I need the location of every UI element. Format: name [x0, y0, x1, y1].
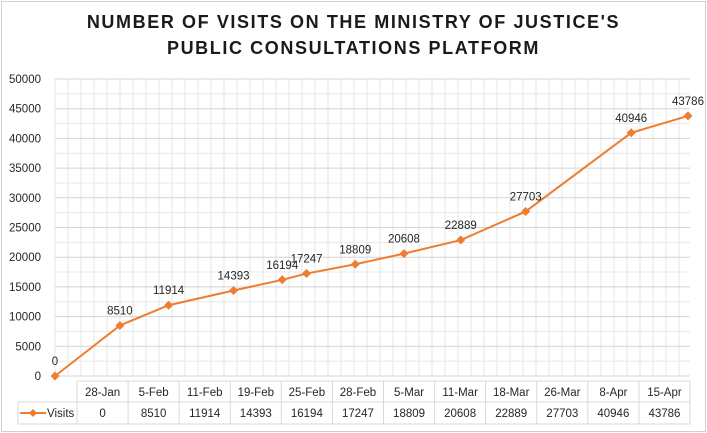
data-point-marker — [50, 371, 60, 381]
data-point-marker — [683, 111, 693, 121]
y-tick-label: 5000 — [15, 341, 41, 353]
y-tick-label: 0 — [35, 371, 41, 383]
legend-marker-visits — [29, 409, 37, 417]
data-point-marker — [350, 259, 360, 269]
data-label: 20608 — [388, 234, 420, 246]
table-header-cell: 26-Mar — [544, 387, 581, 399]
data-point-marker — [399, 249, 409, 259]
data-label: 16194 — [266, 260, 299, 272]
table-value-cell: 40946 — [597, 408, 629, 420]
chart-title-line-2: PUBLIC CONSULTATIONS PLATFORM — [166, 38, 541, 58]
table-header-cell: 11-Mar — [442, 387, 478, 399]
y-tick-label: 30000 — [9, 193, 41, 205]
y-tick-label: 10000 — [9, 312, 41, 324]
table-value-cell: 16194 — [291, 408, 324, 420]
table-header-cell: 11-Feb — [187, 387, 223, 399]
data-point-marker — [626, 128, 636, 138]
data-label: 14393 — [218, 271, 250, 283]
table-header-cell: 15-Apr — [647, 387, 682, 399]
table-value-cell: 8510 — [141, 408, 167, 420]
table-value-cell: 17247 — [342, 408, 374, 420]
data-label: 0 — [52, 356, 58, 368]
table-value-cell: 0 — [99, 408, 105, 420]
table-value-cell: 20608 — [444, 408, 476, 420]
data-label: 8510 — [107, 305, 133, 317]
data-label: 22889 — [445, 220, 477, 232]
series-line-visits — [54, 114, 689, 377]
data-label: 40946 — [615, 113, 647, 125]
table-value-cell: 18809 — [393, 408, 425, 420]
table-value-cell: 43786 — [648, 408, 680, 420]
data-label: 11914 — [153, 285, 185, 297]
data-label: 18809 — [339, 244, 371, 256]
y-tick-label: 25000 — [9, 223, 41, 235]
table-value-cell: 27703 — [546, 408, 578, 420]
table-header-cell: 28-Feb — [340, 387, 376, 399]
table-value-cell: 14393 — [240, 408, 272, 420]
table-header-cell: 25-Feb — [289, 387, 325, 399]
data-point-marker — [277, 275, 287, 285]
data-label: 43786 — [672, 96, 704, 108]
legend-label-visits: Visits — [47, 408, 75, 420]
data-point-marker — [456, 235, 466, 245]
table-header-cell: 5-Mar — [394, 387, 424, 399]
table-value-cell: 11914 — [189, 408, 221, 420]
table-header-cell: 5-Feb — [139, 387, 169, 399]
data-label: 27703 — [510, 191, 542, 203]
data-label: 17247 — [291, 254, 323, 266]
table-header-cell: 19-Feb — [238, 387, 274, 399]
table-header-cell: 8-Apr — [599, 387, 627, 399]
data-point-marker — [164, 300, 174, 310]
y-tick-label: 50000 — [9, 74, 41, 86]
y-tick-label: 15000 — [9, 282, 41, 294]
y-tick-label: 40000 — [9, 133, 41, 145]
table-value-cell: 22889 — [495, 408, 527, 420]
table-header-cell: 18-Mar — [493, 387, 530, 399]
data-point-marker — [115, 320, 125, 330]
data-point-marker — [229, 286, 239, 296]
y-tick-label: 35000 — [9, 163, 41, 175]
data-point-marker — [521, 206, 531, 216]
y-tick-label: 20000 — [9, 252, 41, 264]
y-tick-label: 45000 — [9, 104, 41, 116]
chart-title-line-1: NUMBER OF VISITS ON THE MINISTRY OF JUST… — [86, 12, 621, 32]
table-header-cell: 28-Jan — [85, 387, 120, 399]
data-point-marker — [302, 269, 312, 279]
